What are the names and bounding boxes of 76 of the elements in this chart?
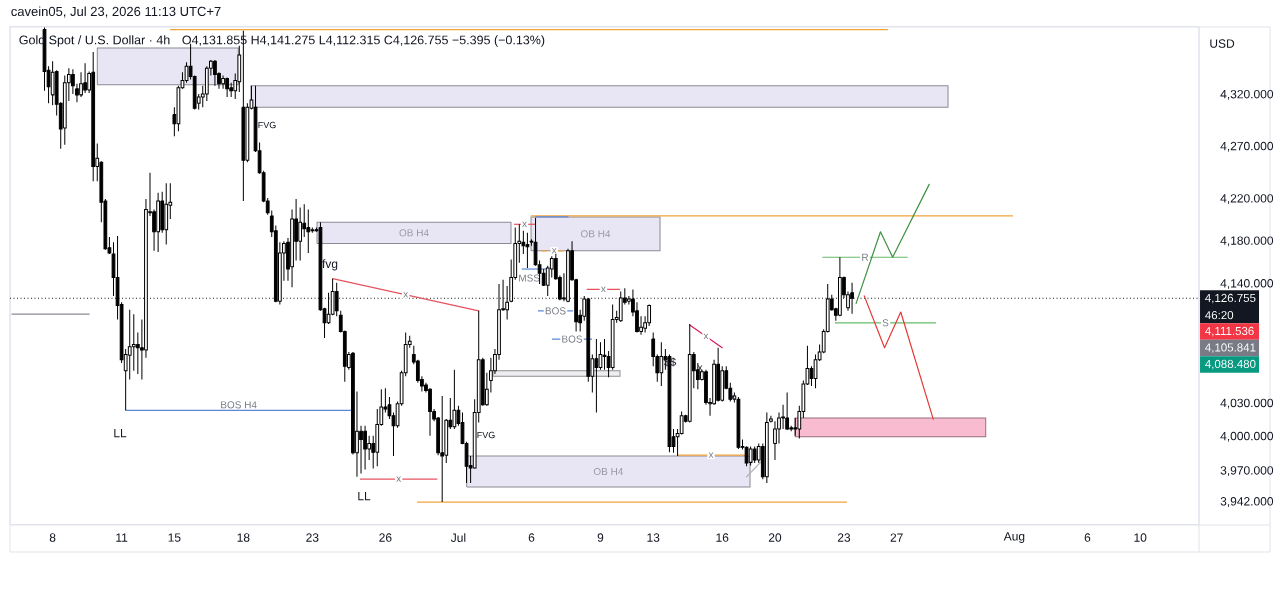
text: cavein05, Jul 23, 2026 11:13 UTC+7 <box>11 6 221 18</box>
x-tick-label: 16 <box>716 533 729 542</box>
y-tick-label: 4,000.000 <box>1220 431 1274 442</box>
text: 4,111.536 <box>1205 326 1254 337</box>
candlestick <box>213 59 217 87</box>
ref-line-label: x <box>396 476 402 482</box>
line-series <box>863 295 934 420</box>
annotation: LL <box>358 491 371 501</box>
x-tick-label: 26 <box>379 533 392 542</box>
x-tick-label: Aug <box>1003 532 1025 543</box>
y-axis-title: USD <box>1210 39 1235 48</box>
annotation: x <box>697 365 703 371</box>
y-tick-label: 4,220.000 <box>1220 194 1274 204</box>
candlestick <box>326 292 331 325</box>
y-tick-label: 4,320.000 <box>1220 89 1274 100</box>
x-tick-label: 23 <box>306 533 319 542</box>
x-tick-label: 18 <box>237 533 250 542</box>
candlestick <box>659 341 664 387</box>
x-tick-label: 10 <box>1134 533 1147 542</box>
ref-line-label: BOS <box>545 307 566 315</box>
ref-line-label: S <box>882 319 889 327</box>
candlestick <box>225 76 229 98</box>
x-tick-label: Jul <box>450 533 466 542</box>
ref-line-label: x <box>522 221 527 227</box>
band-label: OB H4 <box>399 229 429 237</box>
series-label: x <box>703 333 709 340</box>
candlestick <box>221 74 225 90</box>
x-tick-label: 13 <box>647 533 660 542</box>
candlestick <box>298 206 303 261</box>
annotation: LL <box>114 428 127 438</box>
ref-line-label: R <box>862 253 869 261</box>
y-tick-label: 4,140.000 <box>1220 279 1274 289</box>
series-label: x <box>403 292 409 298</box>
annotation: FVG <box>477 431 495 439</box>
y-tick-label: 4,180.000 <box>1220 236 1274 247</box>
ref-line-label: BOS H4 <box>221 401 257 409</box>
x-tick-label: 9 <box>597 533 604 542</box>
y-tick-label: 3,942.000 <box>1220 497 1274 507</box>
candlestick <box>83 62 87 94</box>
y-tick-label: 4,030.000 <box>1220 398 1274 409</box>
candlestick <box>452 369 457 430</box>
text: 4,088.480 <box>1205 359 1256 370</box>
candlestick <box>363 425 367 470</box>
x-tick-label: 27 <box>890 533 903 542</box>
candlestick <box>679 410 684 436</box>
candlestick <box>131 313 136 372</box>
candlestick <box>50 60 55 106</box>
candlestick <box>594 338 599 413</box>
annotation: fvg <box>322 259 338 271</box>
candlestick <box>428 387 432 437</box>
x-tick-label: 20 <box>768 533 782 542</box>
x-tick-label: 15 <box>168 533 181 542</box>
x-tick-label: 6 <box>1084 533 1091 542</box>
ref-line-label: x <box>601 286 606 293</box>
ref-line-label: x <box>551 248 557 254</box>
ref-line-label: 4,126.755 <box>1205 293 1256 304</box>
x-tick-label: 8 <box>49 533 56 542</box>
annotation: FVG <box>258 121 276 129</box>
candlestick <box>359 425 363 475</box>
candlestick <box>850 282 854 315</box>
y-tick-label: 4,270.000 <box>1220 141 1274 152</box>
y-tick-label: 3,970.000 <box>1220 466 1274 477</box>
candlestick <box>127 309 132 380</box>
x-tick-label: 23 <box>837 533 851 542</box>
text: 46:20 <box>1205 311 1234 320</box>
band-label: OB H4 <box>593 467 624 476</box>
x-tick-label: 6 <box>528 533 535 542</box>
band-label: OB H4 <box>581 230 611 238</box>
candlestick <box>302 203 307 238</box>
ref-line-label: x <box>708 452 714 458</box>
line-series <box>855 183 930 304</box>
x-tick-label: 11 <box>116 533 128 542</box>
annotation: x <box>730 394 736 400</box>
text: 4,105.841 <box>1205 343 1256 353</box>
candlestick <box>367 435 372 461</box>
ref-line-label: BOS <box>562 335 583 343</box>
